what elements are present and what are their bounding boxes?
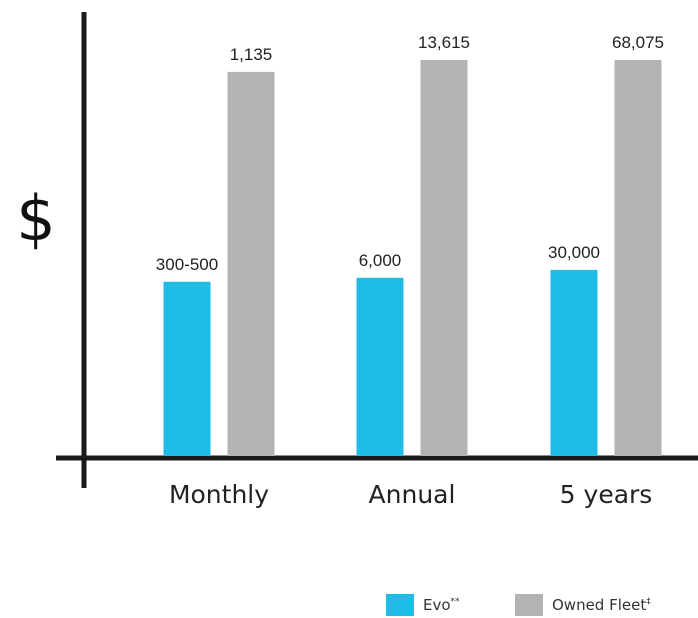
legend-swatch-evo — [386, 594, 414, 616]
category-label-5-years: 5 years — [560, 480, 653, 509]
data-label-owned-fleet-monthly: 1,135 — [230, 45, 273, 64]
bar-owned-fleet-monthly — [227, 71, 275, 456]
data-label-owned-fleet-5-years: 68,075 — [612, 33, 664, 52]
category-label-monthly: Monthly — [169, 480, 269, 509]
bar-evo-5-years — [550, 269, 598, 456]
legend-item-evo: Evo** — [386, 594, 460, 616]
legend-item-owned-fleet: Owned Fleet‡ — [515, 594, 651, 616]
category-label-annual: Annual — [369, 480, 456, 509]
data-label-evo-annual: 6,000 — [359, 251, 402, 270]
bars-group: 300-500 1,135 Monthly 6,000 13,615 Annual 30,0… — [156, 33, 664, 509]
bar-owned-fleet-annual — [420, 60, 468, 456]
data-label-evo-5-years: 30,000 — [548, 243, 600, 262]
bar-evo-monthly — [163, 281, 211, 456]
legend-label-evo: Evo** — [423, 596, 460, 614]
legend-label-owned-fleet: Owned Fleet‡ — [552, 596, 651, 614]
data-label-evo-monthly: 300-500 — [156, 255, 218, 274]
bar-owned-fleet-5-years — [614, 60, 662, 456]
legend-swatch-owned-fleet — [515, 594, 543, 616]
y-axis-symbol: $ — [16, 182, 55, 255]
bar-evo-annual — [356, 277, 404, 456]
data-label-owned-fleet-annual: 13,615 — [418, 33, 470, 52]
